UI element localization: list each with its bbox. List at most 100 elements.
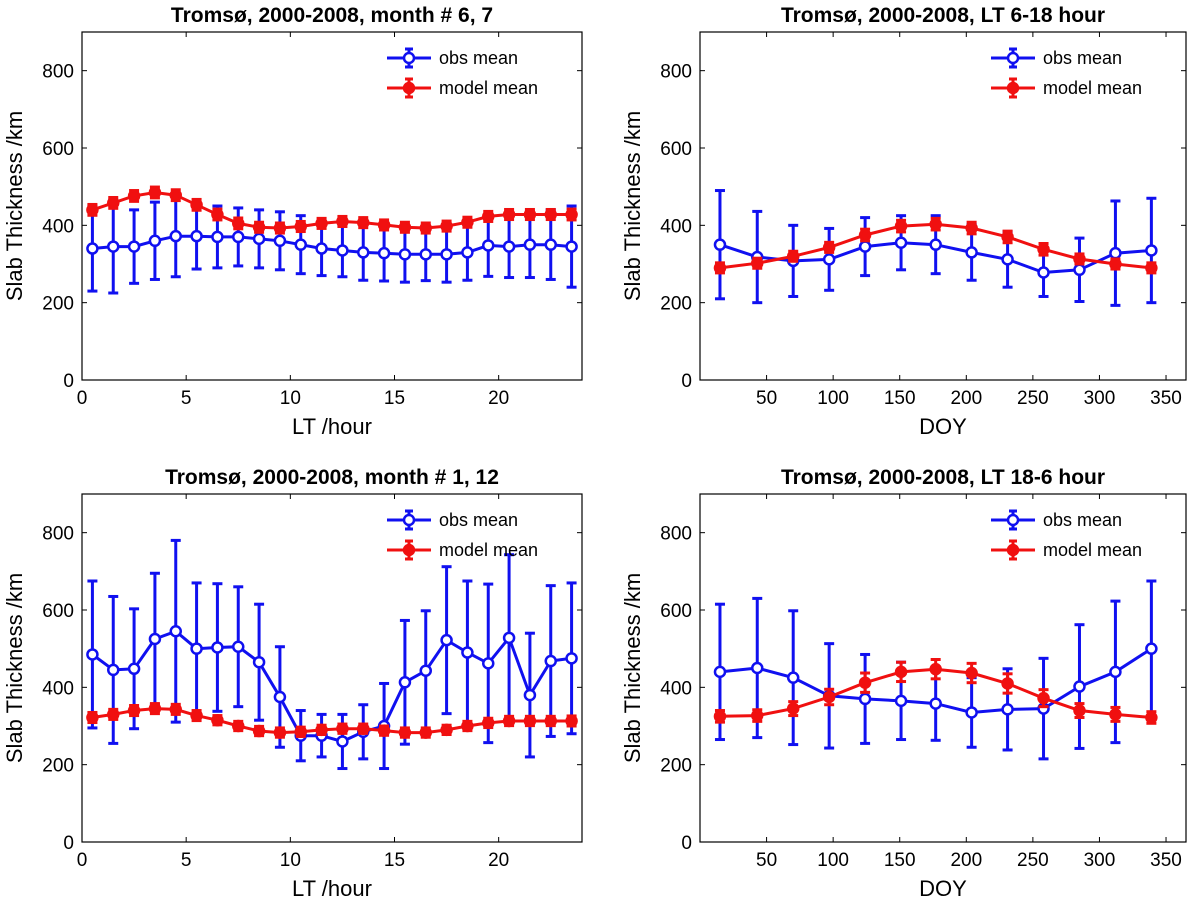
series-model-mean [86, 185, 578, 235]
data-point [169, 229, 182, 243]
data-point [523, 714, 537, 728]
x-tick-label: 250 [1017, 388, 1049, 409]
x-tick-label: 350 [1150, 388, 1182, 409]
data-point [1073, 680, 1086, 693]
data-point [169, 188, 182, 202]
x-tick-label: 15 [384, 388, 405, 409]
data-point [148, 632, 162, 646]
data-point [294, 725, 307, 739]
data-point [894, 665, 908, 679]
x-tick-label: 50 [756, 850, 777, 871]
data-point [377, 246, 391, 260]
data-point [86, 242, 99, 255]
data-point [965, 221, 978, 235]
data-point [965, 666, 978, 680]
data-point [786, 671, 800, 684]
y-tick-label: 0 [681, 371, 692, 392]
y-axis-label: Slab Thickness /km [620, 111, 645, 301]
x-tick-label: 20 [488, 850, 509, 871]
x-tick-label: 250 [1017, 850, 1049, 871]
data-point [523, 238, 537, 251]
data-point [190, 709, 203, 722]
data-point [965, 246, 978, 259]
data-point [107, 663, 120, 677]
y-axis-label: Slab Thickness /km [2, 573, 27, 763]
chart-2: Tromsø, 2000-2008, LT 6-18 hour 50 100 150 2… [620, 4, 1187, 439]
chart-3: Tromsø, 2000-2008, month # 1, 12 0 5 10 15 20… [2, 466, 583, 901]
y-tick-label: 600 [660, 139, 692, 160]
data-point [86, 711, 99, 724]
data-point [315, 723, 328, 737]
y-axis-label: Slab Thickness /km [2, 111, 27, 301]
data-point [751, 256, 764, 270]
data-point [786, 702, 800, 715]
data-point [502, 714, 516, 728]
data-point [894, 694, 908, 708]
data-point [232, 719, 245, 733]
data-point [894, 236, 908, 249]
data-point [929, 238, 942, 251]
data-point [502, 208, 516, 221]
data-point [336, 215, 349, 228]
data-point [502, 631, 516, 645]
data-point [398, 676, 412, 689]
data-point [127, 704, 141, 717]
data-point [461, 646, 474, 659]
x-tick-label: 100 [817, 850, 849, 871]
data-point [127, 662, 141, 676]
data-point [565, 240, 578, 253]
data-point [169, 625, 182, 638]
data-point [252, 221, 266, 234]
data-point [482, 239, 495, 252]
data-point [523, 208, 537, 221]
legend: obs mean model mean [991, 47, 1142, 99]
y-tick-label: 0 [681, 833, 692, 854]
data-point [1001, 253, 1014, 266]
y-tick-label: 600 [660, 601, 692, 622]
data-point [523, 688, 537, 702]
x-tick-label: 300 [1084, 388, 1116, 409]
data-point [565, 714, 578, 728]
data-point [440, 633, 453, 647]
data-point [336, 735, 349, 748]
data-point [894, 219, 908, 233]
data-point [1109, 665, 1122, 679]
x-tick-label: 15 [384, 850, 405, 871]
data-point [252, 724, 266, 738]
y-tick-label: 600 [42, 139, 74, 160]
data-point [377, 724, 391, 737]
data-point [1145, 244, 1158, 257]
data-point [1145, 642, 1158, 655]
legend-entry: model mean [439, 540, 538, 560]
data-point [273, 690, 287, 704]
data-point [858, 692, 872, 706]
x-tick-label: 0 [77, 388, 88, 409]
y-tick-label: 800 [660, 524, 692, 545]
data-point [1001, 677, 1014, 690]
data-point [190, 642, 203, 655]
data-point [127, 189, 141, 203]
y-tick-label: 400 [660, 678, 692, 699]
x-tick-label: 0 [77, 850, 88, 871]
data-point [565, 208, 578, 221]
data-point [148, 186, 162, 199]
x-tick-label: 150 [884, 850, 916, 871]
data-point [1073, 252, 1086, 266]
legend-entry: obs mean [439, 510, 518, 530]
y-tick-label: 800 [42, 62, 74, 83]
data-point [357, 246, 370, 259]
data-point [211, 208, 224, 221]
data-point [232, 230, 245, 244]
plot-frame [81, 493, 583, 843]
series-model-mean [713, 216, 1158, 275]
data-point [482, 210, 495, 223]
data-point [315, 242, 328, 255]
data-point [929, 662, 942, 676]
data-point [148, 702, 162, 715]
legend-entry: obs mean [1043, 510, 1122, 530]
chart-title: Tromsø, 2000-2008, month # 6, 7 [171, 4, 493, 27]
data-point [190, 229, 203, 243]
data-point [211, 641, 224, 654]
x-axis-label: LT /hour [292, 414, 372, 439]
